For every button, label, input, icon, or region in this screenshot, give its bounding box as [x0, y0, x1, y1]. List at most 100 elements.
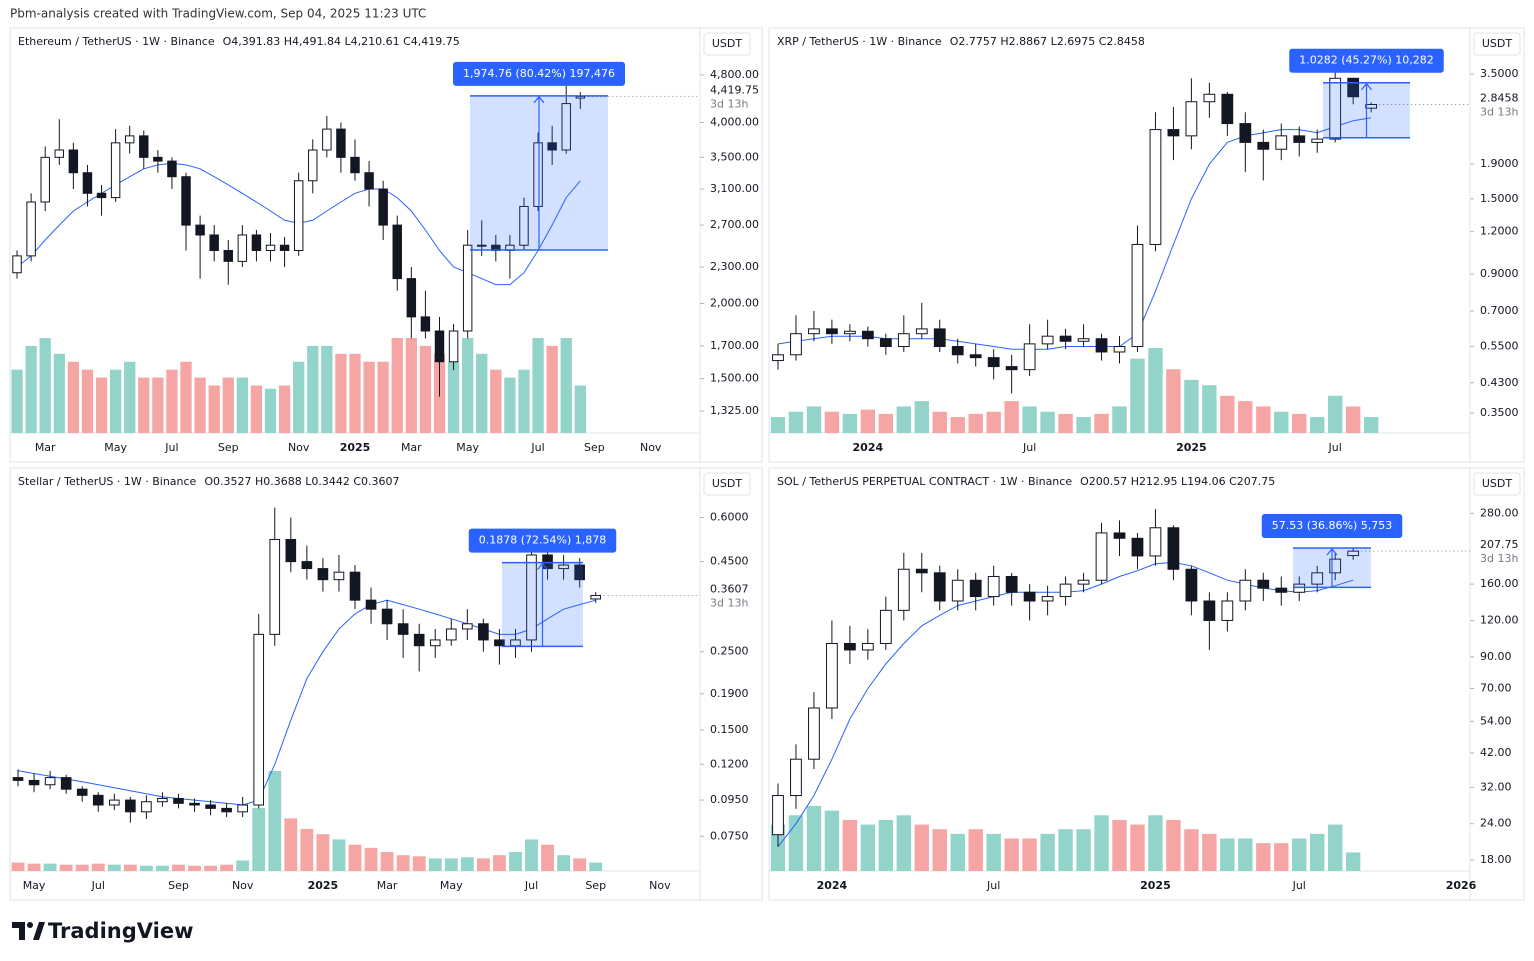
volume-bar [1274, 843, 1289, 871]
candle-body [237, 804, 248, 813]
volume-bar [1220, 838, 1235, 871]
candle-body [1221, 600, 1234, 621]
panel [9, 467, 763, 901]
x-tick-label: Sep [168, 879, 189, 892]
candle-body [1257, 141, 1270, 150]
volume-bar [1130, 358, 1145, 433]
candle-body [110, 142, 121, 199]
candle-body [590, 595, 602, 600]
chart-title: Stellar / TetherUS · 1W · Binance [18, 475, 197, 488]
x-tick-label: Jul [1292, 879, 1306, 892]
unit-box [703, 472, 751, 496]
candle-body [1041, 596, 1054, 602]
x-tick-label: Sep [218, 441, 239, 454]
candle-body [293, 180, 304, 251]
unit-box [1473, 472, 1521, 496]
volume-bar [1022, 406, 1037, 433]
candle-body [915, 328, 928, 335]
volume-bar [284, 818, 298, 871]
volume-bar [806, 806, 822, 871]
candle-body [279, 244, 290, 251]
measure-arrow [537, 562, 548, 647]
plot [11, 85, 608, 433]
plot [770, 67, 1410, 433]
x-tick-label: 2025 [1176, 441, 1207, 454]
candle-body [1239, 123, 1252, 143]
y-tick-label: 1,325.00 [710, 404, 759, 417]
measure-label-box [453, 61, 625, 86]
volume-bar [59, 864, 73, 871]
x-tick-label: Jul [164, 441, 178, 454]
volume-bar [490, 369, 502, 433]
candle-body [285, 538, 297, 563]
volume-bar [124, 361, 136, 433]
candle-body [92, 794, 104, 806]
volume-bar [335, 353, 347, 433]
candle-body [173, 797, 184, 804]
volume-bar [300, 828, 314, 871]
candle-body [1311, 138, 1324, 143]
volume-bar [914, 401, 929, 433]
volume-bar [220, 864, 234, 871]
candle-body [1329, 558, 1342, 574]
volume-bar [968, 829, 983, 871]
x-tick-label: Jul [524, 879, 538, 892]
candle-body [322, 128, 332, 151]
volume-bar [95, 377, 108, 433]
candle-body [317, 568, 329, 581]
measure-arrow [533, 95, 545, 250]
measure-label: 1,974.76 (80.42%) 197,476 [463, 67, 615, 80]
candle-body [1149, 129, 1162, 245]
volume-bar [67, 361, 79, 433]
y-tick-label: 2,300.00 [710, 260, 759, 273]
candle-body [790, 333, 802, 356]
volume-bar [208, 385, 220, 433]
candle-body [790, 758, 802, 797]
volume-bar [1202, 833, 1217, 871]
y-tick-label: 0.4500 [710, 555, 749, 568]
y-tick-label: 2,700.00 [710, 218, 759, 231]
last-price-label: 4,419.75 [710, 83, 759, 96]
volume-bar [1202, 385, 1217, 433]
y-tick-label: 1.2000 [1480, 225, 1519, 238]
x-tick-label: Nov [640, 441, 662, 454]
y-tick-label: 0.0750 [710, 829, 749, 842]
candle-body [139, 135, 149, 158]
candle-body [1113, 532, 1126, 539]
candle-body [1113, 346, 1126, 353]
candle-body [1059, 583, 1072, 598]
candle-body [1347, 77, 1360, 98]
volume-bar [1292, 413, 1307, 433]
volume-bar [788, 815, 804, 871]
volume-bar [1345, 852, 1361, 871]
volume-bar [1040, 833, 1055, 871]
candle-body [1149, 527, 1162, 557]
volume-bar [109, 369, 122, 433]
x-tick-label: 2024 [853, 441, 884, 454]
volume-bar [1094, 815, 1109, 871]
x-tick-label: Jul [530, 441, 544, 454]
volume-bar [1058, 829, 1073, 871]
y-tick-label: 1.5000 [1480, 192, 1519, 205]
ohlc: O0.3527 H0.3688 L0.3442 C0.3607 [204, 475, 399, 488]
candle-body [574, 564, 585, 581]
volume-bar [1112, 819, 1127, 871]
candle-body [251, 234, 262, 251]
plot [11, 507, 603, 871]
volume-bar [573, 858, 587, 871]
x-tick-label: May [440, 879, 463, 892]
y-tick-label: 0.1900 [710, 687, 749, 700]
x-tick-label: 2025 [308, 879, 339, 892]
candle-body [1203, 600, 1216, 621]
brand: TradingView [48, 919, 193, 943]
volume-bar [770, 417, 786, 433]
volume-bar [462, 338, 474, 433]
measure-label: 1.0282 (45.27%) 10,282 [1299, 54, 1434, 67]
volume-bar [1148, 348, 1163, 433]
candle-body [808, 707, 820, 760]
y-tick-label: 1,700.00 [710, 339, 759, 352]
volume-bar [950, 417, 965, 433]
candle-body [861, 330, 874, 340]
volume-bar [574, 385, 586, 433]
volume-bar [504, 377, 516, 433]
